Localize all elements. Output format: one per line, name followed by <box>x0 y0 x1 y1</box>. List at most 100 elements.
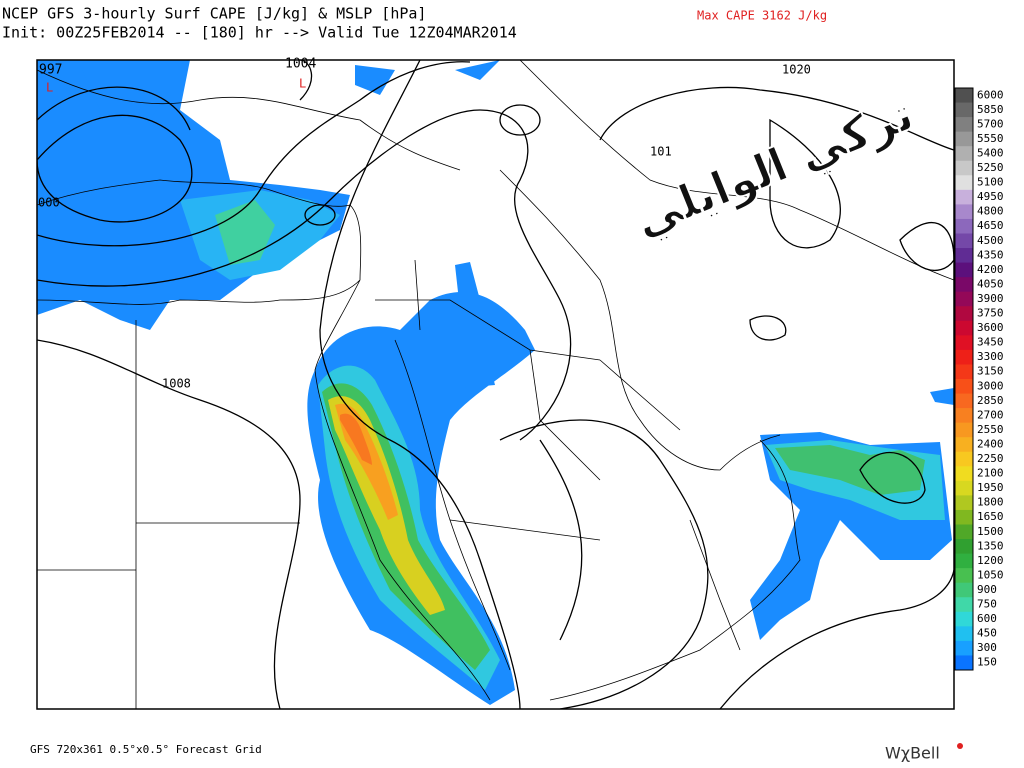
colorbar-cell <box>955 640 973 656</box>
colorbar-cell <box>955 539 973 555</box>
colorbar-cell <box>955 189 973 205</box>
colorbar-cell <box>955 597 973 613</box>
colorbar-label: 1950 <box>977 481 1004 494</box>
colorbar-cell <box>955 611 973 627</box>
colorbar-label: 4950 <box>977 190 1004 203</box>
colorbar-label: 3450 <box>977 336 1004 349</box>
title-line2: Init: 00Z25FEB2014 -- [180] hr --> Valid… <box>2 24 517 42</box>
cape-area <box>455 262 495 388</box>
colorbar-cell <box>955 262 973 278</box>
colorbar-cell <box>955 349 973 365</box>
colorbar-cell <box>955 582 973 598</box>
colorbar-cell <box>955 218 973 234</box>
colorbar-cell <box>955 466 973 482</box>
colorbar-label: 3750 <box>977 307 1004 320</box>
colorbar-label: 5550 <box>977 132 1004 145</box>
colorbar-cell <box>955 160 973 176</box>
low-marker: L <box>299 77 306 91</box>
title-line1: NCEP GFS 3-hourly Surf CAPE [J/kg] & MSL… <box>2 5 426 23</box>
colorbar-label: 300 <box>977 641 997 654</box>
isobar-label: 997 <box>39 63 62 78</box>
colorbar-label: 1200 <box>977 554 1004 567</box>
isobar <box>304 204 336 226</box>
colorbar-cell <box>955 495 973 511</box>
colorbar-cell <box>955 509 973 525</box>
colorbar-cell <box>955 422 973 438</box>
brand: WχBell <box>885 744 940 763</box>
colorbar-label: 3600 <box>977 321 1004 334</box>
colorbar-cell <box>955 437 973 453</box>
brand-dot <box>957 743 963 749</box>
colorbar-cell <box>955 655 973 671</box>
colorbar-cell <box>955 451 973 467</box>
cape-area <box>775 445 925 495</box>
colorbar-cell <box>955 568 973 584</box>
colorbar-label: 1350 <box>977 539 1004 552</box>
colorbar-label: 450 <box>977 627 997 640</box>
isobar-label: 1008 <box>162 377 191 391</box>
colorbar-label: 1650 <box>977 510 1004 523</box>
map <box>37 60 954 709</box>
colorbar-label: 1500 <box>977 525 1004 538</box>
colorbar-label: 2400 <box>977 437 1004 450</box>
isobar <box>37 61 572 441</box>
colorbar-label: 2550 <box>977 423 1004 436</box>
map-frame <box>36 59 955 710</box>
colorbar-label: 4650 <box>977 219 1004 232</box>
colorbar-label: 4350 <box>977 248 1004 261</box>
colorbar-label: 2700 <box>977 408 1004 421</box>
colorbar-label: 2250 <box>977 452 1004 465</box>
colorbar-label: 4200 <box>977 263 1004 276</box>
cape-area <box>215 200 275 265</box>
colorbar-cell <box>955 393 973 409</box>
colorbar-label: 5100 <box>977 176 1004 189</box>
colorbar-cell <box>955 408 973 424</box>
colorbar-label: 5250 <box>977 161 1004 174</box>
colorbar-label: 150 <box>977 656 997 669</box>
colorbar-cell <box>955 364 973 380</box>
colorbar-cell <box>955 553 973 569</box>
colorbar-cell <box>955 146 973 162</box>
footer-grid: GFS 720x361 0.5°x0.5° Forecast Grid <box>30 743 262 756</box>
colorbar-cell <box>955 480 973 496</box>
isobar <box>499 104 541 136</box>
cape-area <box>340 413 372 465</box>
colorbar-label: 3300 <box>977 350 1004 363</box>
low-marker: L <box>46 81 53 95</box>
colorbar-label: 4500 <box>977 234 1004 247</box>
colorbar-label: 4050 <box>977 277 1004 290</box>
isobar-label: 000 <box>38 196 60 210</box>
colorbar-label: 600 <box>977 612 997 625</box>
colorbar-cell <box>955 131 973 147</box>
isobar-label: 1020 <box>782 63 811 77</box>
colorbar-label: 6000 <box>977 88 1004 101</box>
colorbar-label: 5400 <box>977 146 1004 159</box>
colorbar-cell <box>955 175 973 191</box>
colorbar-cell <box>955 204 973 220</box>
colorbar-cell <box>955 277 973 293</box>
colorbar-cell <box>955 320 973 336</box>
colorbar-cell <box>955 306 973 322</box>
colorbar-label: 3000 <box>977 379 1004 392</box>
colorbar-label: 5700 <box>977 117 1004 130</box>
border <box>37 259 741 709</box>
colorbar-cell <box>955 88 973 104</box>
colorbar-label: 2100 <box>977 467 1004 480</box>
colorbar-label: 3150 <box>977 365 1004 378</box>
colorbar-label: 750 <box>977 598 997 611</box>
colorbar-cell <box>955 248 973 264</box>
colorbar-cell <box>955 117 973 133</box>
colorbar-label: 1800 <box>977 496 1004 509</box>
colorbar-cell <box>955 291 973 307</box>
colorbar-label: 1050 <box>977 568 1004 581</box>
max-cape: Max CAPE 3162 J/kg <box>697 9 827 23</box>
cape-area <box>80 60 170 120</box>
colorbar-label: 900 <box>977 583 997 596</box>
colorbar-cell <box>955 102 973 118</box>
colorbar-frame <box>954 87 974 671</box>
colorbar-label: 5850 <box>977 103 1004 116</box>
colorbar-label: 3900 <box>977 292 1004 305</box>
colorbar-cell <box>955 379 973 395</box>
